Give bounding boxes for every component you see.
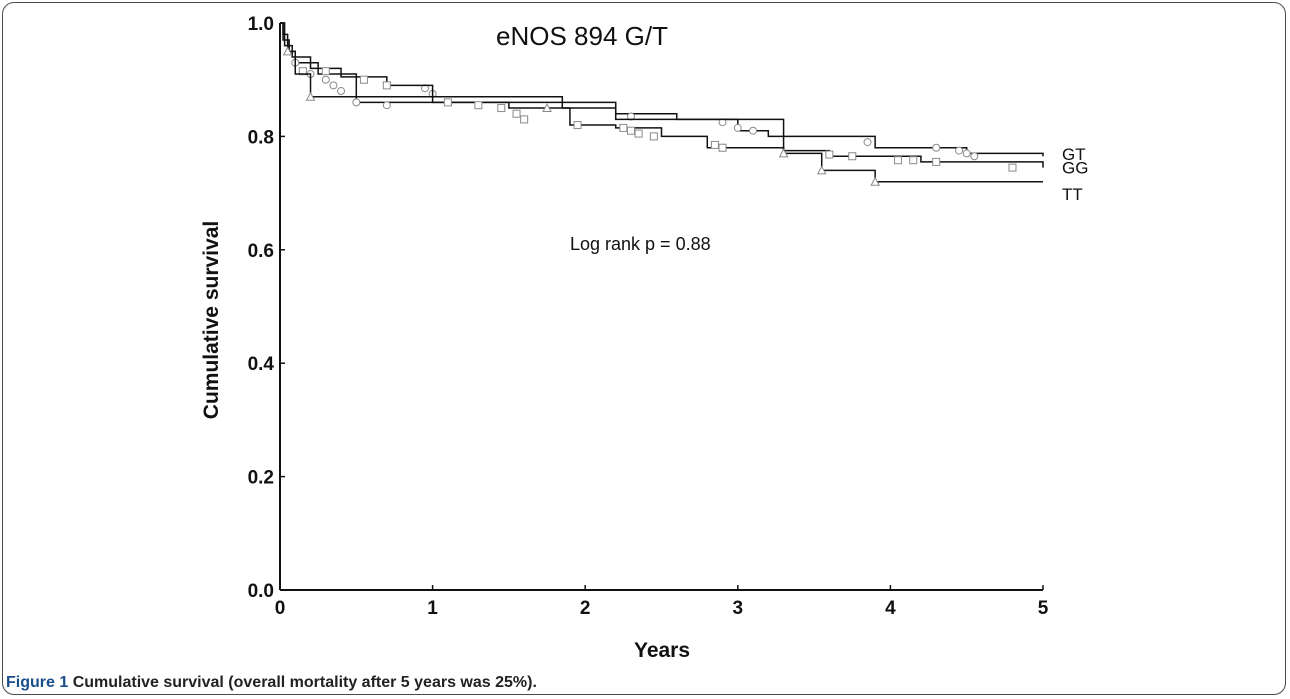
y-tick-label: 1.0: [248, 14, 274, 35]
caption-text: Cumulative survival (overall mortality a…: [72, 674, 537, 691]
x-tick-label: 2: [580, 598, 591, 619]
chart-title: eNOS 894 G/T: [496, 21, 668, 51]
censor-marker: [870, 176, 880, 186]
censor-marker: [520, 115, 529, 124]
censor-marker: [970, 152, 979, 161]
censor-marker: [619, 123, 628, 132]
x-tick-label: 4: [885, 598, 896, 619]
censor-marker: [894, 156, 903, 165]
y-tick-label: 0.0: [248, 581, 274, 602]
series-label-tt: TT: [1062, 185, 1083, 204]
censor-marker: [909, 156, 918, 165]
series-label-gt: GT: [1062, 145, 1086, 164]
censor-marker: [474, 101, 483, 110]
censor-marker: [749, 126, 758, 135]
y-axis-label: Cumulative survival: [200, 221, 223, 419]
censor-marker: [337, 87, 346, 96]
censor-marker: [626, 126, 635, 135]
censor-marker: [733, 123, 742, 132]
censor-marker: [778, 148, 789, 158]
censor-marker: [955, 146, 964, 155]
y-tick-label: 0.6: [248, 241, 274, 262]
x-axis-label: Years: [634, 639, 690, 662]
censor-marker: [382, 101, 391, 110]
series-tt: TT: [280, 22, 1083, 204]
censor-marker: [1008, 163, 1017, 172]
logrank-annotation: Log rank p = 0.88: [570, 234, 711, 254]
y-tick-label: 0.4: [248, 354, 275, 375]
figure-caption: Figure 1 Cumulative survival (overall mo…: [6, 674, 537, 692]
y-tick-label: 0.8: [248, 127, 274, 148]
censor-marker: [962, 149, 971, 158]
censor-marker: [848, 152, 857, 161]
censor-marker: [282, 46, 293, 56]
censor-marker: [825, 150, 834, 159]
censor-marker: [321, 75, 330, 84]
censor-marker: [329, 81, 338, 90]
censor-marker: [359, 75, 368, 84]
x-tick-label: 3: [733, 598, 744, 619]
x-tick-label: 5: [1038, 598, 1049, 619]
censor-marker: [512, 109, 521, 118]
series-gt: GT: [280, 22, 1086, 164]
y-tick-label: 0.2: [248, 468, 274, 489]
censor-marker: [932, 143, 941, 152]
censor-marker: [718, 143, 727, 152]
censor-marker: [443, 98, 452, 107]
censor-marker: [710, 140, 719, 149]
survival-curve-tt: [280, 22, 1043, 183]
censor-marker: [932, 157, 941, 166]
censor-marker: [382, 81, 391, 90]
censor-marker: [649, 132, 658, 141]
figure-label: Figure 1: [6, 674, 69, 691]
censor-marker: [816, 165, 827, 175]
axes: 0 1 2 3 4 5 0.0 0.2 0.4 0.6 0.8 1.0: [248, 14, 1049, 619]
censor-marker: [352, 98, 361, 107]
censor-marker: [305, 91, 316, 101]
x-tick-label: 1: [427, 598, 438, 619]
series-label-gg: GG: [1062, 159, 1088, 178]
censor-marker: [321, 67, 330, 76]
x-tick-label: 0: [275, 598, 286, 619]
censor-marker: [542, 102, 552, 113]
censor-marker: [573, 121, 582, 130]
censor-marker: [634, 129, 643, 138]
censor-marker: [863, 138, 872, 147]
censor-marker: [497, 104, 506, 113]
